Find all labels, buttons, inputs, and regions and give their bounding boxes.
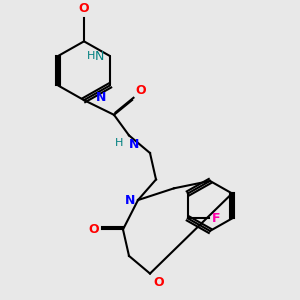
Text: F: F [212, 212, 220, 225]
Text: H: H [115, 138, 123, 148]
Text: O: O [153, 277, 164, 290]
Text: N: N [94, 50, 104, 62]
Text: H: H [87, 51, 95, 61]
Text: O: O [135, 84, 146, 97]
Text: N: N [96, 91, 106, 104]
Text: O: O [88, 223, 99, 236]
Text: O: O [79, 2, 89, 15]
Text: N: N [129, 138, 140, 151]
Text: N: N [124, 194, 135, 207]
